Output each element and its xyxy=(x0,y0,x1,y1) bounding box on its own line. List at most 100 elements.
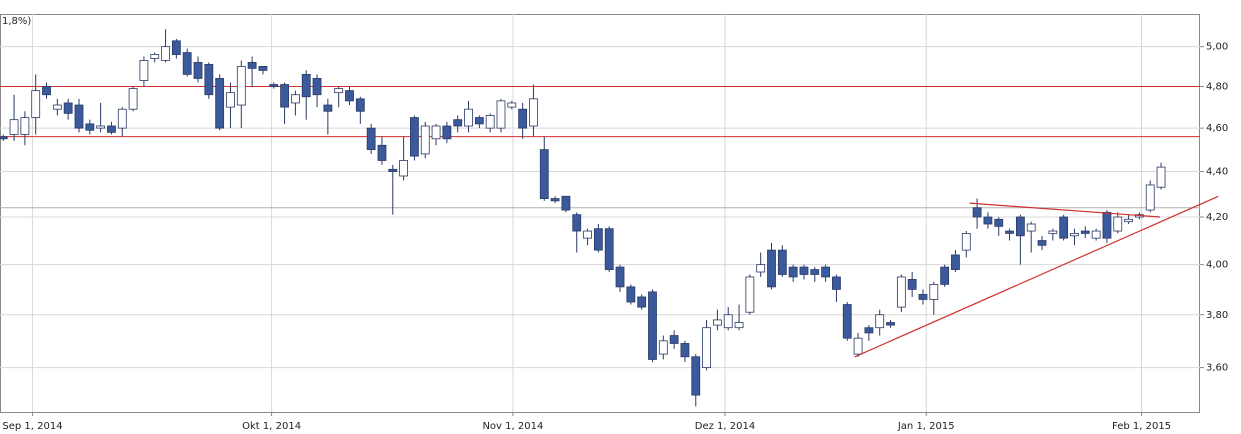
candle-body xyxy=(204,64,214,96)
candle-body xyxy=(951,254,960,270)
candle-body xyxy=(1059,216,1069,239)
x-tick-label: Nov 1, 2014 xyxy=(482,421,543,432)
candle-body xyxy=(258,65,268,71)
candle-body xyxy=(821,266,831,278)
candle-body xyxy=(74,104,84,129)
y-tick-label: 4,20 xyxy=(1206,212,1228,223)
candle-body xyxy=(691,356,701,396)
candle-body xyxy=(658,340,668,355)
candle-body xyxy=(96,125,106,129)
candle-body xyxy=(648,291,657,360)
candle-body xyxy=(20,117,30,135)
candle-body xyxy=(334,88,344,94)
x-tick-label: Okt 1, 2014 xyxy=(242,421,301,432)
candle-body xyxy=(756,264,766,273)
y-tick-label: 4,60 xyxy=(1206,123,1228,134)
plot-frame xyxy=(0,14,1200,413)
candle-body xyxy=(745,276,755,313)
x-tick-label: Jan 1, 2015 xyxy=(897,421,955,432)
candle-body xyxy=(301,74,311,98)
candle-body xyxy=(1145,184,1155,211)
candle-body xyxy=(918,294,928,300)
candle-body xyxy=(767,249,776,288)
candle-body xyxy=(150,54,160,59)
candle-body xyxy=(312,78,322,96)
candle-body xyxy=(474,117,484,125)
candle-body xyxy=(1015,216,1025,237)
candle-body xyxy=(669,335,679,344)
candle-body xyxy=(1005,230,1014,234)
candle-body xyxy=(853,337,863,355)
candle-body xyxy=(864,327,874,334)
trend-line xyxy=(854,195,1219,358)
candle-body xyxy=(182,52,192,75)
candle-body xyxy=(1048,230,1058,234)
candle-body xyxy=(604,228,614,270)
candle-body xyxy=(388,168,398,172)
candle-body xyxy=(583,230,592,239)
candle-body xyxy=(615,266,625,288)
candle-body xyxy=(31,90,41,118)
candle-body xyxy=(518,108,528,129)
candle-body xyxy=(193,62,203,79)
candle-body xyxy=(1102,211,1112,239)
candle-body xyxy=(9,119,19,135)
y-tick-label: 3,60 xyxy=(1206,363,1228,374)
candle-body xyxy=(972,207,982,218)
candle-body xyxy=(940,266,950,285)
candle-body xyxy=(464,108,473,127)
y-tick-label: 3,80 xyxy=(1206,310,1228,321)
candle-body xyxy=(539,149,549,199)
candle-body xyxy=(280,84,289,108)
candle-body xyxy=(226,92,235,108)
candle-body xyxy=(810,269,820,275)
candle-body xyxy=(377,144,387,161)
candle-body xyxy=(215,78,225,129)
candle-body xyxy=(561,195,571,211)
candle-body xyxy=(994,218,1004,227)
candle-body xyxy=(875,314,885,329)
candle-body xyxy=(593,228,603,251)
candle-body xyxy=(1091,230,1101,239)
candle-body xyxy=(269,84,279,87)
candle-body xyxy=(139,60,149,81)
candle-body xyxy=(799,266,809,275)
candle-body xyxy=(961,233,971,251)
candle-body xyxy=(453,119,463,127)
candle-body xyxy=(85,123,95,131)
y-tick-label: 5,00 xyxy=(1206,42,1228,53)
candle-body xyxy=(442,125,452,140)
candle-body xyxy=(128,88,138,110)
candle-body xyxy=(886,322,895,326)
candle-body xyxy=(832,276,841,290)
candle-body xyxy=(117,108,127,129)
candle-body xyxy=(171,40,181,55)
candle-body xyxy=(236,65,246,106)
candle-body xyxy=(713,319,722,326)
candle-body xyxy=(485,115,495,129)
candle-body xyxy=(42,86,51,96)
candle-body xyxy=(983,216,993,225)
candle-body xyxy=(355,98,365,112)
candle-body xyxy=(680,343,690,358)
candle-body xyxy=(52,104,62,110)
candle-body xyxy=(788,266,798,278)
candle-body xyxy=(1156,166,1166,188)
y-tick-label: 4,40 xyxy=(1206,167,1228,178)
candle-body xyxy=(247,62,257,69)
candle-body xyxy=(291,94,300,104)
candle-body xyxy=(420,125,430,155)
candle-body xyxy=(0,136,8,140)
candle-body xyxy=(929,283,939,300)
candle-body xyxy=(777,249,787,275)
candle-body xyxy=(323,104,333,112)
candle-body xyxy=(637,296,647,308)
x-tick-label: Feb 1, 2015 xyxy=(1112,421,1171,432)
candle-body xyxy=(1113,216,1123,232)
candle-body xyxy=(702,327,711,368)
y-tick-label: 4,00 xyxy=(1206,260,1228,271)
annotation: 1,8%) xyxy=(2,16,31,27)
candle-body xyxy=(1124,218,1133,223)
candle-body xyxy=(1026,223,1036,232)
